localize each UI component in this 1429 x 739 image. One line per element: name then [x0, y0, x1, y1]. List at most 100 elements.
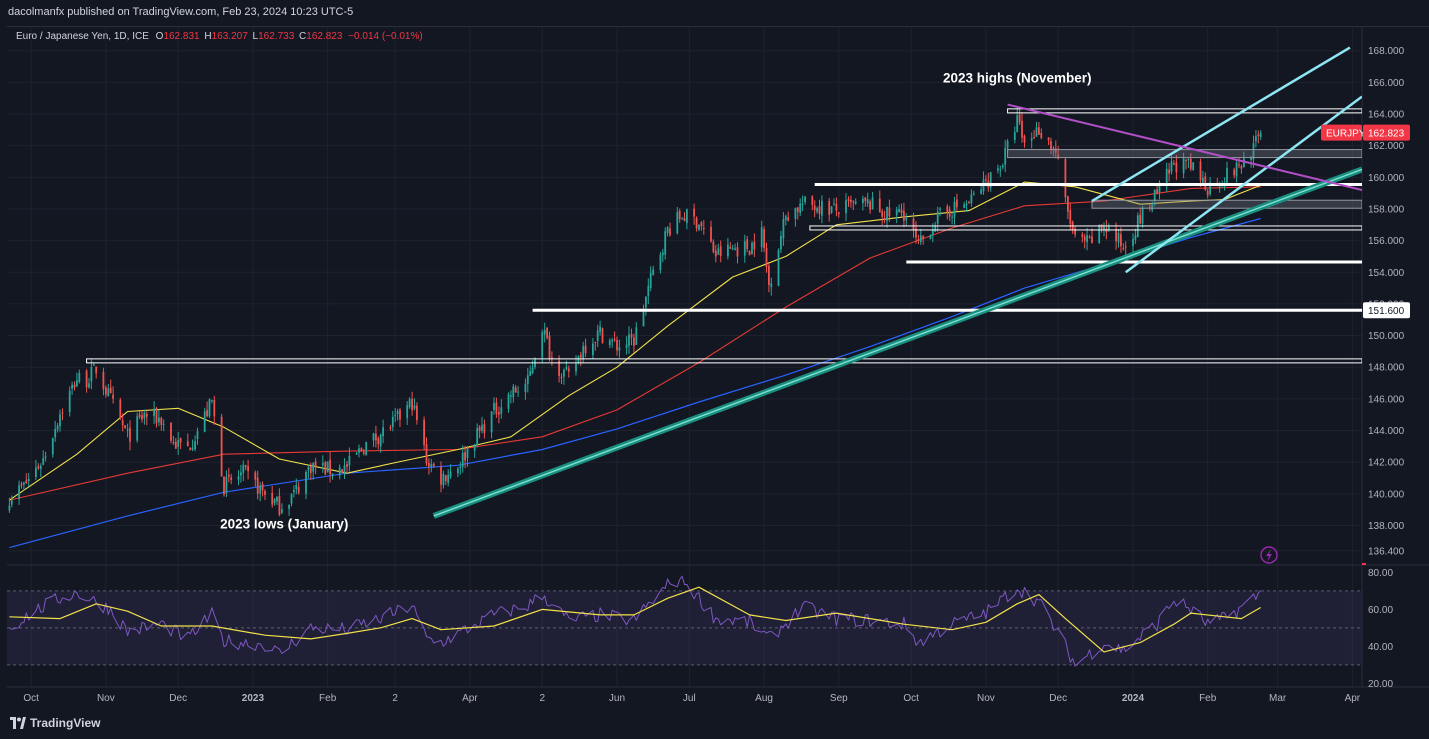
- candle-body: [835, 203, 838, 211]
- candle-2024-01-24: [1187, 157, 1190, 168]
- candle-2024-02-02: [1209, 176, 1211, 197]
- candle-body: [529, 370, 532, 376]
- candle-2022-11-30: [174, 437, 177, 450]
- candle-2023-09-25: [895, 206, 898, 224]
- candle-2024-02-16: [1243, 151, 1245, 168]
- candle-2023-11-17: [1023, 134, 1026, 148]
- candle-2024-01-02: [1134, 228, 1137, 244]
- candle-body: [1057, 154, 1060, 159]
- candle-body: [254, 472, 257, 480]
- candle-2023-04-07: [483, 419, 486, 439]
- candle-body: [1038, 127, 1040, 135]
- candle-2023-03-31: [466, 446, 469, 467]
- symbol-badge-text: EURJPY: [1326, 129, 1366, 140]
- candle-body: [972, 193, 975, 195]
- candle-2023-04-10: [490, 411, 493, 439]
- candle-body: [915, 228, 917, 238]
- candle-body: [124, 425, 126, 428]
- candle-2022-12-26: [237, 470, 240, 486]
- price-tick: 158.000: [1368, 204, 1405, 215]
- candle-body: [642, 309, 645, 327]
- candle-2024-02-23: [1259, 130, 1262, 140]
- candle-body: [61, 412, 64, 414]
- candle-body: [1168, 169, 1170, 174]
- chart-canvas[interactable]: 2023 highs (November) 2023 lows (January)…: [7, 27, 1429, 713]
- candle-body: [143, 412, 146, 419]
- candle-body: [683, 218, 686, 221]
- level-badge-bg: [1363, 302, 1410, 319]
- candle-2023-06-21: [664, 227, 667, 260]
- candle-2023-02-08: [343, 458, 346, 479]
- candle-2023-05-03: [546, 327, 548, 340]
- candle-body: [635, 327, 638, 345]
- candle-2022-12-08: [194, 435, 196, 452]
- candle-body: [271, 493, 274, 505]
- candle-body: [594, 341, 597, 343]
- candle-body: [288, 504, 290, 509]
- candle-body: [905, 217, 908, 221]
- candle-body: [498, 412, 500, 415]
- candle-2023-11-08: [1001, 163, 1004, 170]
- candle-2023-10-17: [948, 206, 951, 221]
- candle-body: [121, 420, 124, 426]
- candle-body: [577, 356, 580, 364]
- candle-2023-09-11: [862, 195, 864, 211]
- candle-body: [290, 494, 293, 504]
- candle-2024-02-09: [1226, 161, 1228, 185]
- candle-2023-07-03: [693, 203, 695, 225]
- candle-2023-12-28: [1122, 243, 1125, 251]
- candle-2024-01-16: [1168, 163, 1170, 182]
- candle-2023-03-03: [399, 408, 401, 427]
- candle-2023-08-02: [765, 242, 768, 273]
- candle-body: [500, 407, 503, 414]
- candle-body: [782, 219, 785, 239]
- candle-body: [903, 210, 905, 221]
- candle-2023-06-30: [686, 208, 688, 230]
- rsi-band: [7, 590, 1362, 665]
- candle-2023-03-01: [394, 408, 397, 422]
- candle-2022-10-24: [85, 368, 88, 393]
- level-156.8: [809, 225, 1362, 231]
- candle-body: [20, 483, 23, 486]
- tradingview-logo[interactable]: TradingView: [10, 716, 100, 730]
- candle-2022-11-24: [160, 416, 163, 431]
- chart-frame[interactable]: 2023 highs (November) 2023 lows (January)…: [7, 26, 1429, 712]
- candle-2023-06-26: [676, 207, 679, 235]
- candle-2023-09-15: [871, 191, 874, 210]
- candle-2024-01-04: [1139, 207, 1142, 225]
- candle-2022-09-22: [8, 497, 11, 513]
- candle-body: [473, 446, 476, 451]
- time-tick: Nov: [97, 693, 115, 704]
- candle-2022-09-30: [27, 472, 30, 487]
- candle-2022-12-29: [244, 464, 247, 471]
- price-tick: 146.000: [1368, 394, 1405, 405]
- candle-body: [883, 218, 886, 220]
- candle-body: [406, 405, 409, 419]
- candle-body: [191, 447, 194, 450]
- candle-2023-04-18: [510, 390, 512, 404]
- candle-2023-06-15: [649, 266, 652, 292]
- candle-2023-06-02: [618, 339, 621, 358]
- candle-body: [784, 216, 787, 220]
- candle-2023-02-06: [338, 464, 341, 480]
- candle-2023-12-25: [1115, 222, 1117, 250]
- candle-body: [297, 487, 300, 493]
- candle-2023-07-07: [702, 220, 705, 235]
- candle-2024-02-20: [1252, 135, 1255, 168]
- candle-2023-12-27: [1120, 227, 1122, 253]
- candle-body: [946, 206, 949, 212]
- candle-2023-04-25: [526, 368, 529, 393]
- candle-body: [1233, 169, 1236, 176]
- candle-2023-05-15: [575, 355, 577, 376]
- candle-2024-02-01: [1206, 188, 1209, 199]
- candle-body: [295, 484, 298, 490]
- candle-body: [399, 409, 401, 420]
- candle-2023-02-07: [341, 468, 343, 474]
- price-marker: [1362, 563, 1366, 565]
- candle-body: [712, 241, 715, 253]
- price-tick: 156.000: [1368, 236, 1405, 247]
- candle-2022-11-14: [136, 412, 139, 443]
- candle-body: [869, 201, 871, 210]
- candle-2022-10-03: [35, 459, 37, 481]
- candle-2023-03-14: [425, 437, 428, 466]
